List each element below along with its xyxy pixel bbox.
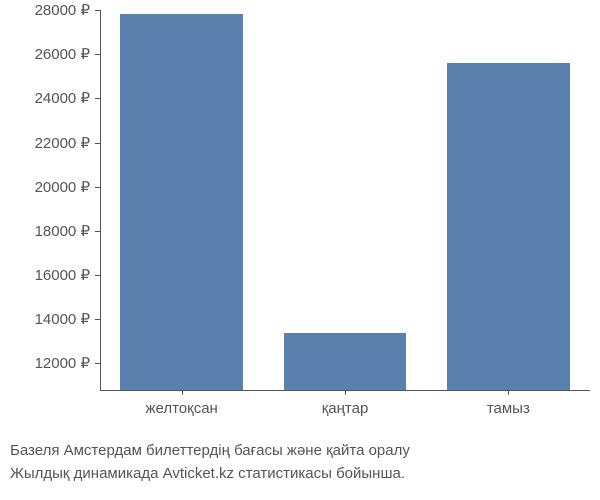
y-tick-mark xyxy=(95,319,100,320)
y-tick-mark xyxy=(95,10,100,11)
y-tick-label: 16000 ₽ xyxy=(35,266,90,284)
chart-caption: Базеля Амстердам билеттердің бағасы және… xyxy=(10,440,410,485)
y-tick-label: 14000 ₽ xyxy=(35,310,90,328)
y-tick-mark xyxy=(95,187,100,188)
y-tick-mark xyxy=(95,231,100,232)
bar xyxy=(120,14,243,390)
y-tick-label: 28000 ₽ xyxy=(35,1,90,19)
y-tick-mark xyxy=(95,54,100,55)
y-tick-mark xyxy=(95,143,100,144)
y-tick-mark xyxy=(95,98,100,99)
x-tick-label: қаңтар xyxy=(322,400,369,417)
y-tick-mark xyxy=(95,363,100,364)
bar xyxy=(284,333,407,390)
x-tick-label: тамыз xyxy=(487,400,530,417)
bar xyxy=(447,63,570,390)
x-tick-label: желтоқсан xyxy=(145,400,217,417)
y-tick-label: 12000 ₽ xyxy=(35,354,90,372)
y-tick-label: 24000 ₽ xyxy=(35,89,90,107)
y-tick-label: 22000 ₽ xyxy=(35,134,90,152)
plot-area xyxy=(100,10,590,390)
chart-container: 12000 ₽ 14000 ₽ 16000 ₽ 18000 ₽ 20000 ₽ 22000… xyxy=(0,0,600,500)
y-tick-mark xyxy=(95,275,100,276)
caption-line-2: Жылдық динамикада Avticket.kz статистика… xyxy=(10,463,410,486)
caption-line-1: Базеля Амстердам билеттердің бағасы және… xyxy=(10,440,410,463)
y-tick-label: 20000 ₽ xyxy=(35,178,90,196)
y-tick-label: 26000 ₽ xyxy=(35,45,90,63)
x-tick-mark xyxy=(508,390,509,395)
x-tick-mark xyxy=(345,390,346,395)
y-tick-label: 18000 ₽ xyxy=(35,222,90,240)
x-axis: желтоқсан қаңтар тамыз xyxy=(100,395,590,425)
x-tick-mark xyxy=(182,390,183,395)
y-axis: 12000 ₽ 14000 ₽ 16000 ₽ 18000 ₽ 20000 ₽ 22000… xyxy=(0,10,95,390)
